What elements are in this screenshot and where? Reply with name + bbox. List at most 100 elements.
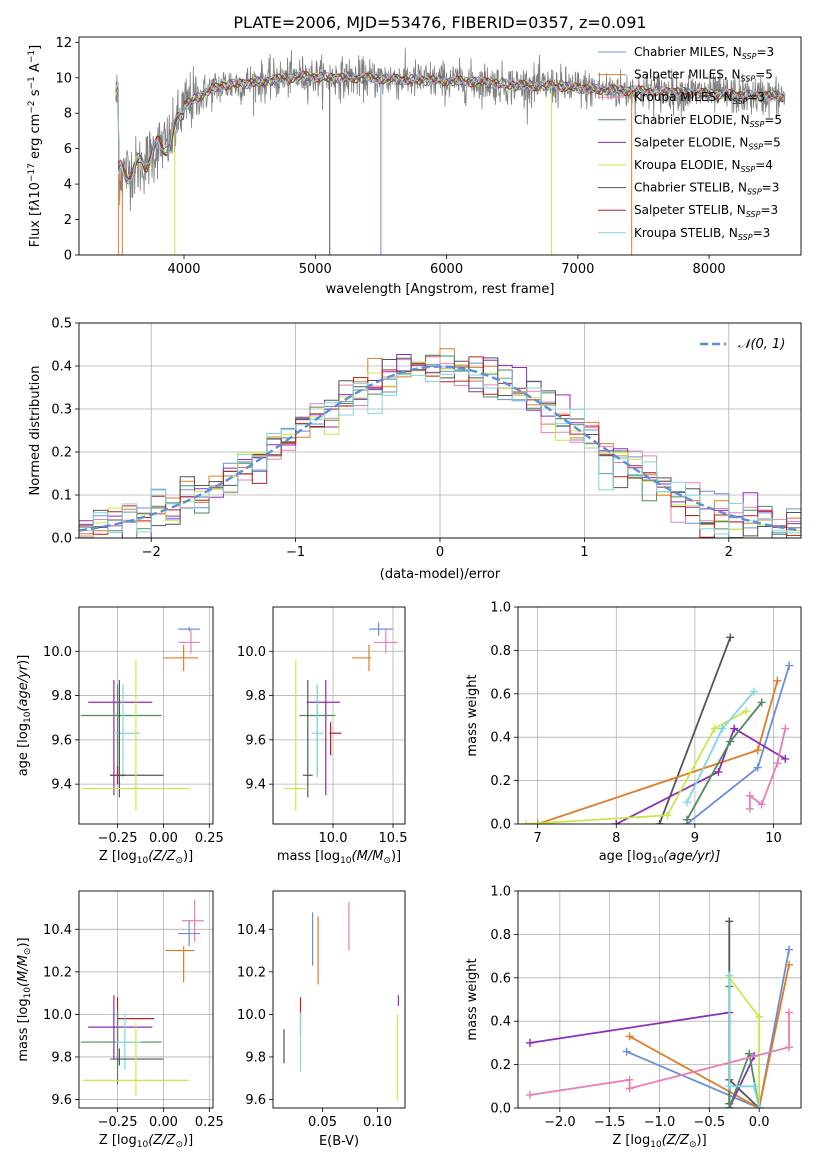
weight-line-salpeter_elodie — [529, 1011, 756, 1108]
weight-marker-kroupa_stelib — [755, 1104, 764, 1108]
y-tick-label: 4 — [64, 178, 72, 193]
weight-marker-kroupa_stelib — [725, 1082, 734, 1091]
axes-frame — [78, 36, 802, 256]
y-tick-label: 0.0 — [490, 1102, 511, 1117]
y-tick-label: 0.4 — [51, 360, 72, 375]
observed-spectrum-line — [115, 47, 786, 212]
y-tick-label: 0.0 — [51, 532, 72, 547]
x-axis-label: (data-model)/error — [380, 567, 501, 582]
weight-marker-kroupa_miles — [625, 1075, 634, 1084]
weight-marker-chabrier_miles — [622, 1047, 631, 1056]
y-tick-label: 10.0 — [237, 1008, 266, 1023]
y-axis-label: age [log10(age/yr)] — [16, 655, 33, 777]
weight-marker-chabrier_miles — [785, 661, 794, 670]
y-tick-label: 9.8 — [51, 689, 72, 704]
y-tick-label: 0.6 — [490, 971, 511, 986]
y-tick-label: 1.0 — [490, 601, 511, 616]
weight-marker-chabrier_elodie — [757, 698, 766, 707]
grid — [518, 606, 801, 825]
x-axis-label: Z [log10(Z/Z⊙)] — [99, 1133, 193, 1150]
weight-marker-kroupa_miles — [785, 1043, 794, 1052]
y-axis-label: mass weight — [465, 674, 480, 756]
axes-frame — [78, 322, 802, 539]
legend-label-chabrier_stelib: Chabrier STELIB, NSSP=3 — [634, 181, 779, 197]
y-tick-label: 0.4 — [490, 731, 511, 746]
weight-marker-salpeter_miles — [625, 1032, 634, 1041]
plot-area — [80, 626, 201, 811]
legend-label-salpeter_stelib: Salpeter STELIB, NSSP=3 — [634, 203, 778, 219]
x-tick-label: 2 — [725, 545, 733, 560]
x-tick-label: 10.5 — [379, 831, 408, 846]
y-tick-label: 0.3 — [51, 403, 72, 418]
x-tick-label: 9 — [691, 831, 699, 846]
y-axis-label: Normed distribution — [28, 366, 43, 496]
y-tick-label: 9.8 — [245, 1050, 266, 1065]
legend-label-kroupa_miles: Kroupa MILES, NSSP=3 — [634, 90, 765, 106]
x-tick-label: 4000 — [167, 262, 200, 277]
chart-spectrum: 4000 5000 6000 7000 8000 0 2 4 6 8 10 12 wavelength … — [27, 36, 802, 297]
x-axis-label: age [log10(age/yr)] — [599, 849, 721, 866]
weight-marker-kroupa_elodie — [741, 707, 750, 716]
x-tick-label: 0 — [436, 545, 444, 560]
plot-area — [80, 899, 204, 1096]
x-tick-label: −0.5 — [694, 1115, 726, 1130]
weight-marker-kroupa_stelib — [749, 687, 758, 696]
weight-line-chabrier_miles — [626, 949, 790, 1108]
chart-mass_vs_ebv: 0.05 0.10 9.6 9.8 10.0 10.2 10.4 E(B-V) — [237, 890, 406, 1149]
y-tick-label: 1.0 — [490, 885, 511, 900]
weight-marker-kroupa_elodie — [521, 820, 530, 824]
weight-marker-chabrier_stelib — [655, 820, 664, 824]
weight-marker-chabrier_stelib — [725, 917, 734, 926]
weight-marker-chabrier_stelib — [726, 633, 735, 642]
legend-label-normal: 𝒩(0, 1) — [738, 337, 785, 352]
chart-age_vs_Z: −0.25 0.00 0.25 9.4 9.6 9.8 10.0 Z [log10(Z/Z⊙)… — [16, 606, 224, 866]
plot-area — [521, 633, 794, 824]
y-tick-label: 0.8 — [490, 928, 511, 943]
chart-mass_vs_Z: −0.25 0.00 0.25 9.6 9.8 10.0 10.2 10.4 Z [log10(… — [16, 890, 224, 1150]
y-tick-label: 0.1 — [51, 489, 72, 504]
axes-frame — [517, 890, 802, 1109]
axes-frame — [78, 890, 214, 1109]
weight-marker-chabrier_elodie — [683, 815, 692, 824]
y-tick-label: 10.2 — [43, 965, 72, 980]
legend-label-salpeter_miles: Salpeter MILES, NSSP=5 — [634, 68, 773, 84]
y-tick-label: 10 — [55, 71, 72, 86]
x-tick-label: 10.0 — [319, 831, 348, 846]
y-tick-label: 0.2 — [490, 1058, 511, 1073]
y-tick-label: 0.0 — [490, 818, 511, 833]
x-axis-label: Z [log10(Z/Z⊙)] — [612, 1133, 706, 1150]
weight-marker-kroupa_miles — [773, 759, 782, 768]
weight-marker-kroupa_elodie — [710, 724, 719, 733]
y-tick-label: 10.4 — [43, 923, 72, 938]
weight-marker-kroupa_elodie — [663, 811, 672, 820]
weight-marker-salpeter_miles — [753, 746, 762, 755]
axes-frame — [517, 606, 802, 825]
weight-marker-kroupa_miles — [757, 800, 766, 809]
x-tick-label: 0.00 — [149, 831, 178, 846]
weight-marker-chabrier_elodie — [725, 1104, 734, 1108]
weight-marker-kroupa_elodie — [755, 1012, 764, 1021]
weight-marker-salpeter_elodie — [714, 767, 723, 776]
weight-marker-kroupa_miles — [525, 1090, 534, 1099]
normal-curve — [79, 365, 801, 532]
y-axis-label: mass weight — [465, 958, 480, 1040]
x-tick-label: −0.25 — [98, 1115, 138, 1130]
axes-frame — [272, 890, 406, 1109]
y-axis-label: Flux [fλ10−17 erg cm−2 s−1 A−1] — [27, 45, 43, 247]
x-axis-label: mass [log10(M/M⊙)] — [277, 849, 401, 866]
x-tick-label: 1 — [580, 545, 588, 560]
weight-marker-chabrier_miles — [785, 945, 794, 954]
y-axis-label: mass [log10(M/M⊙)] — [16, 937, 33, 1061]
y-tick-label: 6 — [64, 142, 72, 157]
x-tick-label: 8 — [612, 831, 620, 846]
x-tick-label: 6000 — [430, 262, 463, 277]
y-tick-label: 9.6 — [245, 1093, 266, 1108]
figure-title: PLATE=2006, MJD=53476, FIBERID=0357, z=0… — [233, 13, 646, 32]
weight-marker-salpeter_miles — [773, 676, 782, 685]
weight-line-kroupa_stelib — [686, 691, 755, 803]
weight-marker-kroupa_stelib — [750, 1082, 759, 1091]
weight-marker-kroupa_stelib — [725, 971, 734, 980]
histogram-kroupa_stelib — [79, 369, 801, 538]
weight-marker-chabrier_miles — [753, 763, 762, 772]
